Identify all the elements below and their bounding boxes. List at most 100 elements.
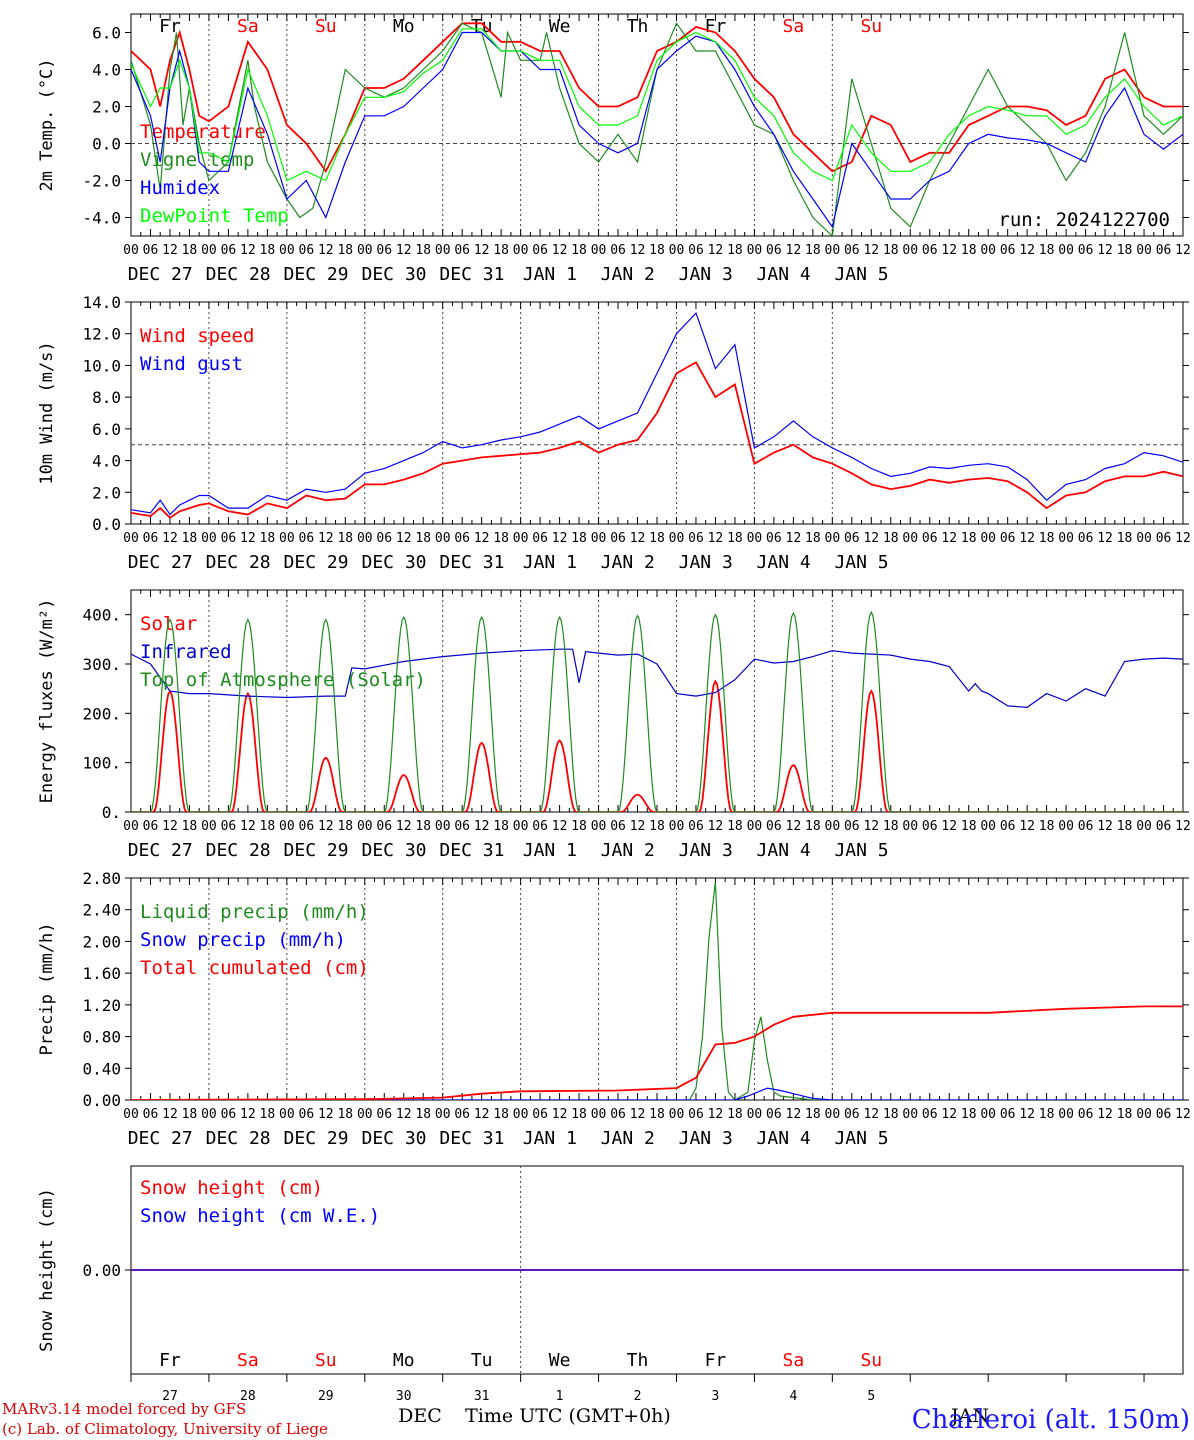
legend-entry: Wind gust	[140, 353, 243, 375]
hour-tick-label: 12	[1019, 819, 1035, 834]
series-line-4	[131, 28, 1183, 182]
hour-tick-label: 18	[571, 1107, 587, 1122]
hour-tick-label: 00	[1136, 243, 1152, 258]
day-label: DEC 31	[439, 1128, 504, 1149]
hour-tick-label: 12	[396, 531, 412, 546]
hour-tick-label: 06	[766, 243, 782, 258]
hour-tick-label: 00	[279, 1107, 295, 1122]
hour-tick-label: 18	[1117, 531, 1133, 546]
hour-tick-label: 18	[727, 1107, 743, 1122]
series-line-1	[131, 361, 1183, 519]
y-tick-label: 6.0	[92, 420, 121, 439]
hour-tick-label: 06	[688, 531, 704, 546]
hour-tick-label: 18	[1117, 1107, 1133, 1122]
y-tick-label: 1.60	[82, 964, 121, 983]
day-label: JAN 4	[757, 552, 811, 573]
legend-entry: Vigne temp	[140, 149, 254, 171]
hour-tick-label: 12	[1175, 531, 1191, 546]
hour-tick-label: 12	[240, 531, 256, 546]
hour-tick-label: 18	[1039, 243, 1055, 258]
hour-tick-label: 12	[708, 819, 724, 834]
legend-entry: Liquid precip (mm/h)	[140, 901, 369, 923]
hour-tick-label: 18	[649, 819, 665, 834]
hour-tick-label: 00	[825, 531, 841, 546]
weekday-label: Fr	[159, 16, 181, 37]
hour-tick-label: 00	[513, 819, 529, 834]
hour-tick-label: 18	[260, 819, 276, 834]
day-label: JAN 2	[601, 1128, 655, 1149]
y-axis-label: Energy fluxes (W/m²)	[37, 599, 57, 804]
hour-tick-label: 06	[299, 819, 315, 834]
hour-tick-label: 18	[493, 531, 509, 546]
weekday-label: We	[549, 1350, 571, 1371]
hour-tick-label: 12	[396, 819, 412, 834]
hour-tick-label: 18	[727, 531, 743, 546]
hour-tick-label: 12	[552, 1107, 568, 1122]
hour-tick-label: 12	[318, 1107, 334, 1122]
hour-tick-label: 12	[318, 819, 334, 834]
station-name: Charleroi (alt. 150m)	[912, 1405, 1190, 1435]
y-tick-label: 4.0	[92, 61, 121, 80]
hour-tick-label: 12	[1097, 819, 1113, 834]
hour-tick-label: 18	[337, 531, 353, 546]
hour-tick-label: 12	[863, 243, 879, 258]
hour-tick-label: 18	[260, 1107, 276, 1122]
hour-tick-label: 18	[571, 819, 587, 834]
legend-entry: Snow height (cm)	[140, 1177, 323, 1199]
y-tick-label: 100.	[82, 754, 121, 773]
hour-tick-label: 06	[143, 819, 159, 834]
y-tick-label: 0.40	[82, 1059, 121, 1078]
hour-tick-label: 18	[182, 819, 198, 834]
hour-tick-label: 00	[902, 1107, 918, 1122]
hour-tick-label: 12	[941, 1107, 957, 1122]
hour-tick-label: 00	[201, 531, 217, 546]
hour-tick-label: 06	[454, 819, 470, 834]
bottom-month-jan: JAN	[949, 1405, 989, 1427]
hour-tick-label: 00	[902, 819, 918, 834]
day-number-label: 29	[318, 1389, 334, 1404]
series-line-2	[131, 22, 1183, 236]
hour-tick-label: 18	[571, 531, 587, 546]
hour-tick-label: 12	[240, 1107, 256, 1122]
hour-tick-label: 06	[844, 1107, 860, 1122]
hour-tick-label: 00	[669, 243, 685, 258]
weekday-label: Mo	[393, 1350, 415, 1371]
panel-3: 400. 300. 200. 100. 0. Energy fluxes (W/m²) 00…	[37, 589, 1191, 861]
day-label: DEC 31	[439, 264, 504, 285]
hour-tick-label: 00	[435, 1107, 451, 1122]
model-credit: MARv3.14 model forced by GFS	[2, 1400, 246, 1418]
y-tick-label: 10.0	[82, 356, 121, 375]
y-tick-label: 300.	[82, 655, 121, 674]
hour-tick-label: 12	[162, 243, 178, 258]
hour-tick-label: 00	[201, 819, 217, 834]
day-label: JAN 1	[523, 552, 577, 573]
hour-tick-label: 06	[610, 531, 626, 546]
hour-tick-label: 00	[591, 531, 607, 546]
hour-tick-label: 18	[727, 243, 743, 258]
weekday-label: We	[549, 16, 571, 37]
day-label: DEC 27	[128, 840, 193, 861]
bottom-month-dec: DEC	[398, 1405, 442, 1427]
hour-tick-label: 12	[708, 1107, 724, 1122]
hour-tick-label: 06	[1156, 531, 1172, 546]
hour-tick-label: 18	[337, 819, 353, 834]
hour-tick-label: 18	[182, 531, 198, 546]
hour-tick-label: 12	[318, 243, 334, 258]
hour-tick-label: 06	[844, 243, 860, 258]
hour-tick-label: 06	[688, 243, 704, 258]
weekday-label: Th	[627, 16, 649, 37]
y-tick-label: 2.0	[92, 483, 121, 502]
hour-tick-label: 18	[260, 243, 276, 258]
hour-tick-label: 00	[747, 531, 763, 546]
day-label: JAN 5	[834, 840, 888, 861]
hour-tick-label: 12	[162, 819, 178, 834]
hour-tick-label: 18	[883, 819, 899, 834]
day-label: JAN 5	[834, 552, 888, 573]
hour-tick-label: 18	[493, 819, 509, 834]
legend-entry: Top of Atmosphere (Solar)	[140, 669, 426, 691]
day-label: DEC 30	[361, 840, 426, 861]
hour-tick-label: 06	[610, 819, 626, 834]
hour-tick-label: 06	[1078, 531, 1094, 546]
hour-tick-label: 06	[766, 531, 782, 546]
y-axis-label: Precip (mm/h)	[37, 922, 57, 1055]
